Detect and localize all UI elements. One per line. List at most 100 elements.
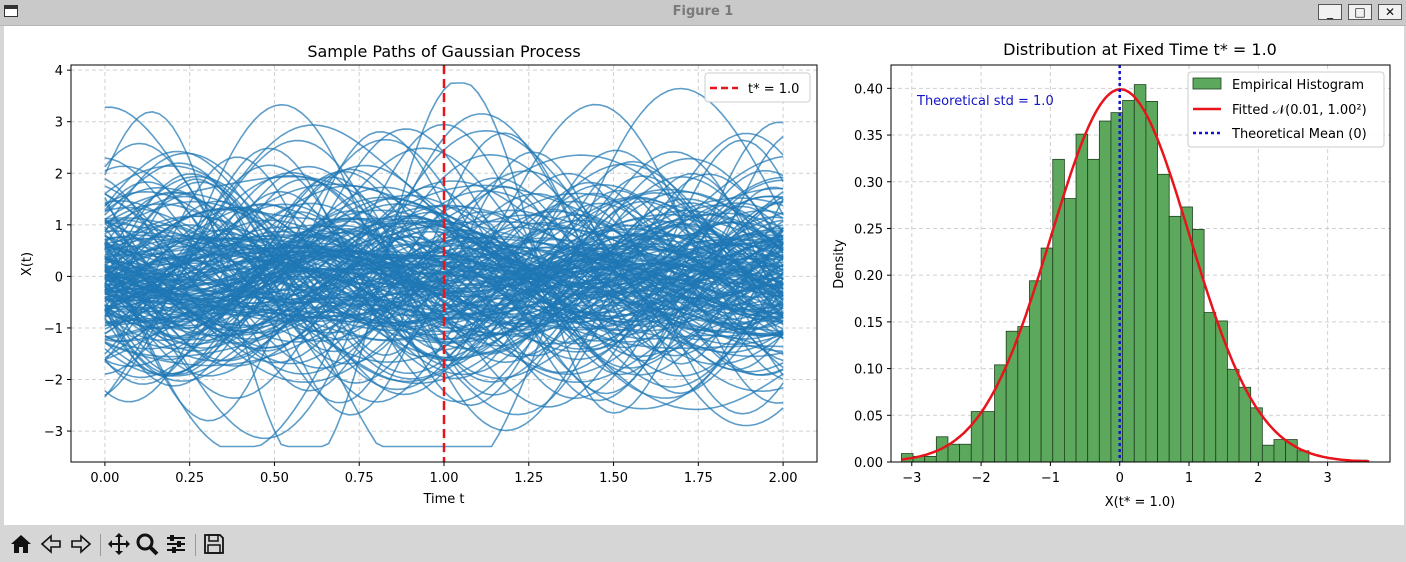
home-icon[interactable] <box>7 526 35 562</box>
y-tick-label: −3 <box>44 425 63 440</box>
histogram-bar <box>1087 158 1100 463</box>
histogram-bar <box>1064 198 1077 463</box>
right-y-ticks: 0.00 0.05 0.10 0.15 0.20 0.25 0.30 0.35 0.40 <box>854 82 891 471</box>
right-axes-frame <box>890 64 1391 463</box>
left-chart-title: Sample Paths of Gaussian Process <box>307 42 580 61</box>
fitted-normal-curve <box>901 88 1370 463</box>
right-legend-box <box>1187 71 1385 148</box>
sample-path <box>104 237 784 336</box>
sample-path <box>104 139 784 432</box>
left-legend-box <box>704 72 811 103</box>
minimize-button[interactable]: _ <box>1318 4 1342 20</box>
right-legend[interactable]: Empirical Histogram Fitted 𝒩(0.01, 1.00²… <box>1187 71 1385 148</box>
y-tick-label: 0.20 <box>854 269 883 284</box>
back-icon[interactable] <box>37 526 65 562</box>
x-tick-label: 0.25 <box>175 471 204 486</box>
histogram-bar <box>1273 439 1287 463</box>
sample-path <box>104 151 784 365</box>
histogram-bar <box>1227 369 1240 463</box>
toolbar-separator <box>195 534 196 556</box>
histogram-bar <box>1157 173 1170 463</box>
y-tick-label: 0.35 <box>854 129 883 144</box>
histogram-bar <box>924 455 937 463</box>
sample-path <box>104 181 784 403</box>
right-x-label: X(t* = 1.0) <box>1105 495 1175 510</box>
histogram-bar <box>1040 247 1054 463</box>
y-tick-label: 0 <box>55 270 63 285</box>
std-annotation: Theoretical std = 1.0 <box>916 94 1054 109</box>
figure-canvas: Sample Paths of Gaussian Process 0.00 0.2… <box>4 26 1404 525</box>
maximize-button[interactable]: □ <box>1348 4 1372 20</box>
pan-icon[interactable] <box>105 526 133 562</box>
sample-path <box>104 239 784 403</box>
histogram-bar <box>947 443 961 463</box>
y-tick-label: 0.00 <box>854 456 883 471</box>
y-tick-label: −2 <box>44 374 63 389</box>
x-tick-label: 1.25 <box>514 471 543 486</box>
y-tick-label: 0.05 <box>854 409 883 424</box>
histogram-bar <box>1168 215 1182 463</box>
y-tick-label: 0.10 <box>854 363 883 378</box>
forward-icon[interactable] <box>67 526 95 562</box>
histogram-bar <box>1017 326 1030 463</box>
navigation-toolbar <box>0 526 1406 562</box>
histogram-bar <box>1122 100 1135 463</box>
histogram-bar <box>1145 101 1158 463</box>
left-y-ticks: −3 −2 −1 0 1 2 3 4 <box>44 64 71 440</box>
x-tick-label: −3 <box>902 471 921 486</box>
x-tick-label: 1.50 <box>599 471 628 486</box>
histogram-bar <box>1098 120 1112 463</box>
legend-mean-label: Theoretical Mean (0) <box>1231 127 1367 142</box>
y-tick-label: 4 <box>55 64 63 79</box>
zoom-icon[interactable] <box>133 526 161 562</box>
y-tick-label: 1 <box>55 219 63 234</box>
histogram-bar <box>1075 133 1089 463</box>
configure-icon[interactable] <box>162 526 190 562</box>
x-tick-label: 1.00 <box>430 471 459 486</box>
left-legend[interactable]: t* = 1.0 <box>704 72 811 103</box>
figure-svg: Sample Paths of Gaussian Process 0.00 0.2… <box>20 40 1391 510</box>
right-y-label: Density <box>832 239 847 289</box>
legend-histogram-label: Empirical Histogram <box>1232 78 1364 93</box>
y-tick-label: 0.15 <box>854 316 883 331</box>
toolbar-separator <box>100 534 101 556</box>
sample-path <box>104 214 784 325</box>
sample-path <box>104 169 784 342</box>
x-tick-label: 0.50 <box>260 471 289 486</box>
right-x-ticks: −3 −2 −1 0 1 2 3 <box>902 462 1332 486</box>
left-y-label: X(t) <box>20 252 35 276</box>
left-x-label: Time t <box>422 492 464 507</box>
sample-paths-axes[interactable]: Sample Paths of Gaussian Process 0.00 0.2… <box>20 42 818 507</box>
sample-path <box>104 186 784 410</box>
y-tick-label: 0.30 <box>854 176 883 191</box>
y-tick-label: 0.40 <box>854 82 883 97</box>
x-tick-label: 0 <box>1116 471 1124 486</box>
histogram-bar <box>1261 444 1275 463</box>
legend-fit-label: Fitted 𝒩(0.01, 1.00²) <box>1232 103 1367 118</box>
x-tick-label: 1 <box>1185 471 1193 486</box>
y-tick-label: 2 <box>55 167 63 182</box>
histogram-bar <box>982 411 995 463</box>
left-x-ticks: 0.00 0.25 0.50 0.75 1.00 1.25 1.50 1.75 2.00 <box>90 462 798 486</box>
x-tick-label: 0.00 <box>90 471 119 486</box>
y-tick-label: −1 <box>44 322 63 337</box>
x-tick-label: −1 <box>1041 471 1060 486</box>
histogram-bar <box>959 443 972 463</box>
x-tick-label: 1.75 <box>684 471 713 486</box>
histogram-bar <box>1133 84 1147 463</box>
x-tick-label: 0.75 <box>345 471 374 486</box>
sample-path <box>104 186 784 376</box>
sample-path <box>104 212 784 344</box>
histogram-bar <box>1250 407 1263 463</box>
window-menu-icon[interactable] <box>4 5 18 17</box>
window-titlebar: Figure 1 _ □ ✕ <box>0 0 1406 26</box>
distribution-axes[interactable]: Distribution at Fixed Time t* = 1.0 −3 −2… <box>832 40 1391 510</box>
save-icon[interactable] <box>200 526 228 562</box>
x-tick-label: 2 <box>1254 471 1262 486</box>
x-tick-label: 2.00 <box>769 471 798 486</box>
window-title: Figure 1 <box>672 4 734 19</box>
close-button[interactable]: ✕ <box>1378 4 1402 20</box>
histogram-bar <box>1029 280 1042 463</box>
sample-path <box>104 157 784 376</box>
y-tick-label: 3 <box>55 116 63 131</box>
